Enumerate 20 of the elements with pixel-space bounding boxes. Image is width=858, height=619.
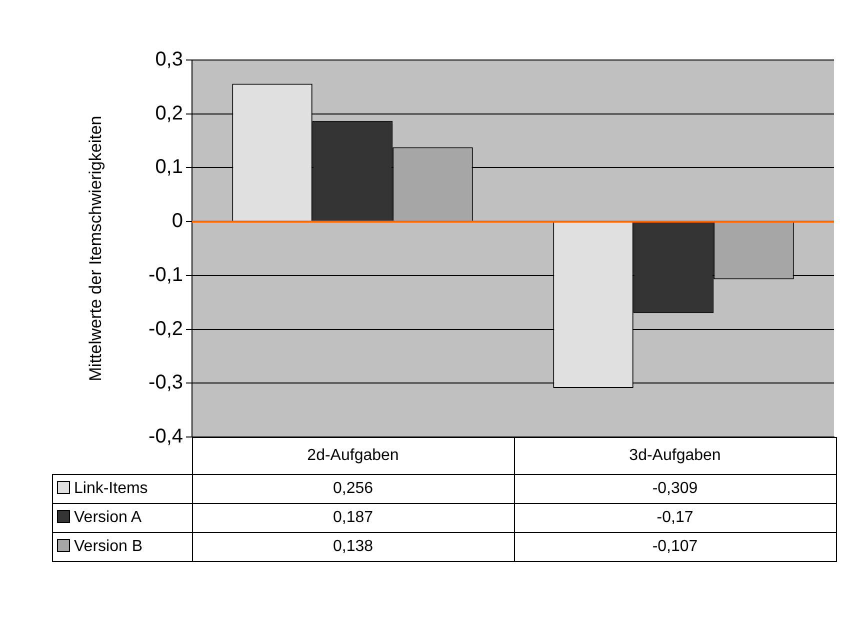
x-tick-label: 3d-Aufgaben xyxy=(514,438,836,474)
legend-label: Version B xyxy=(52,532,192,562)
y-tick-label: 0,3 xyxy=(155,48,183,71)
y-tick-label: -0,2 xyxy=(148,318,183,340)
y-tick-label: -0,3 xyxy=(148,372,183,394)
y-tick-label: 0 xyxy=(172,210,183,232)
y-tick-label: 0,2 xyxy=(155,102,183,124)
y-axis-title: Mittelwerte der Itemschwierigkeiten xyxy=(86,116,105,382)
data-label: -0,309 xyxy=(514,474,836,504)
y-tick-label: -0,1 xyxy=(148,264,183,286)
data-label: 0,138 xyxy=(192,532,514,562)
data-label: 0,187 xyxy=(192,504,514,532)
x-tick-label: 2d-Aufgaben xyxy=(192,438,514,474)
legend-label: Version A xyxy=(52,504,192,532)
legend-label: Link-Items xyxy=(52,474,192,504)
y-tick-label: -0,4 xyxy=(148,426,183,448)
y-tick-label: 0,1 xyxy=(155,156,183,178)
data-label: -0,17 xyxy=(514,504,836,532)
data-label: -0,107 xyxy=(514,532,836,562)
data-label: 0,256 xyxy=(192,474,514,504)
